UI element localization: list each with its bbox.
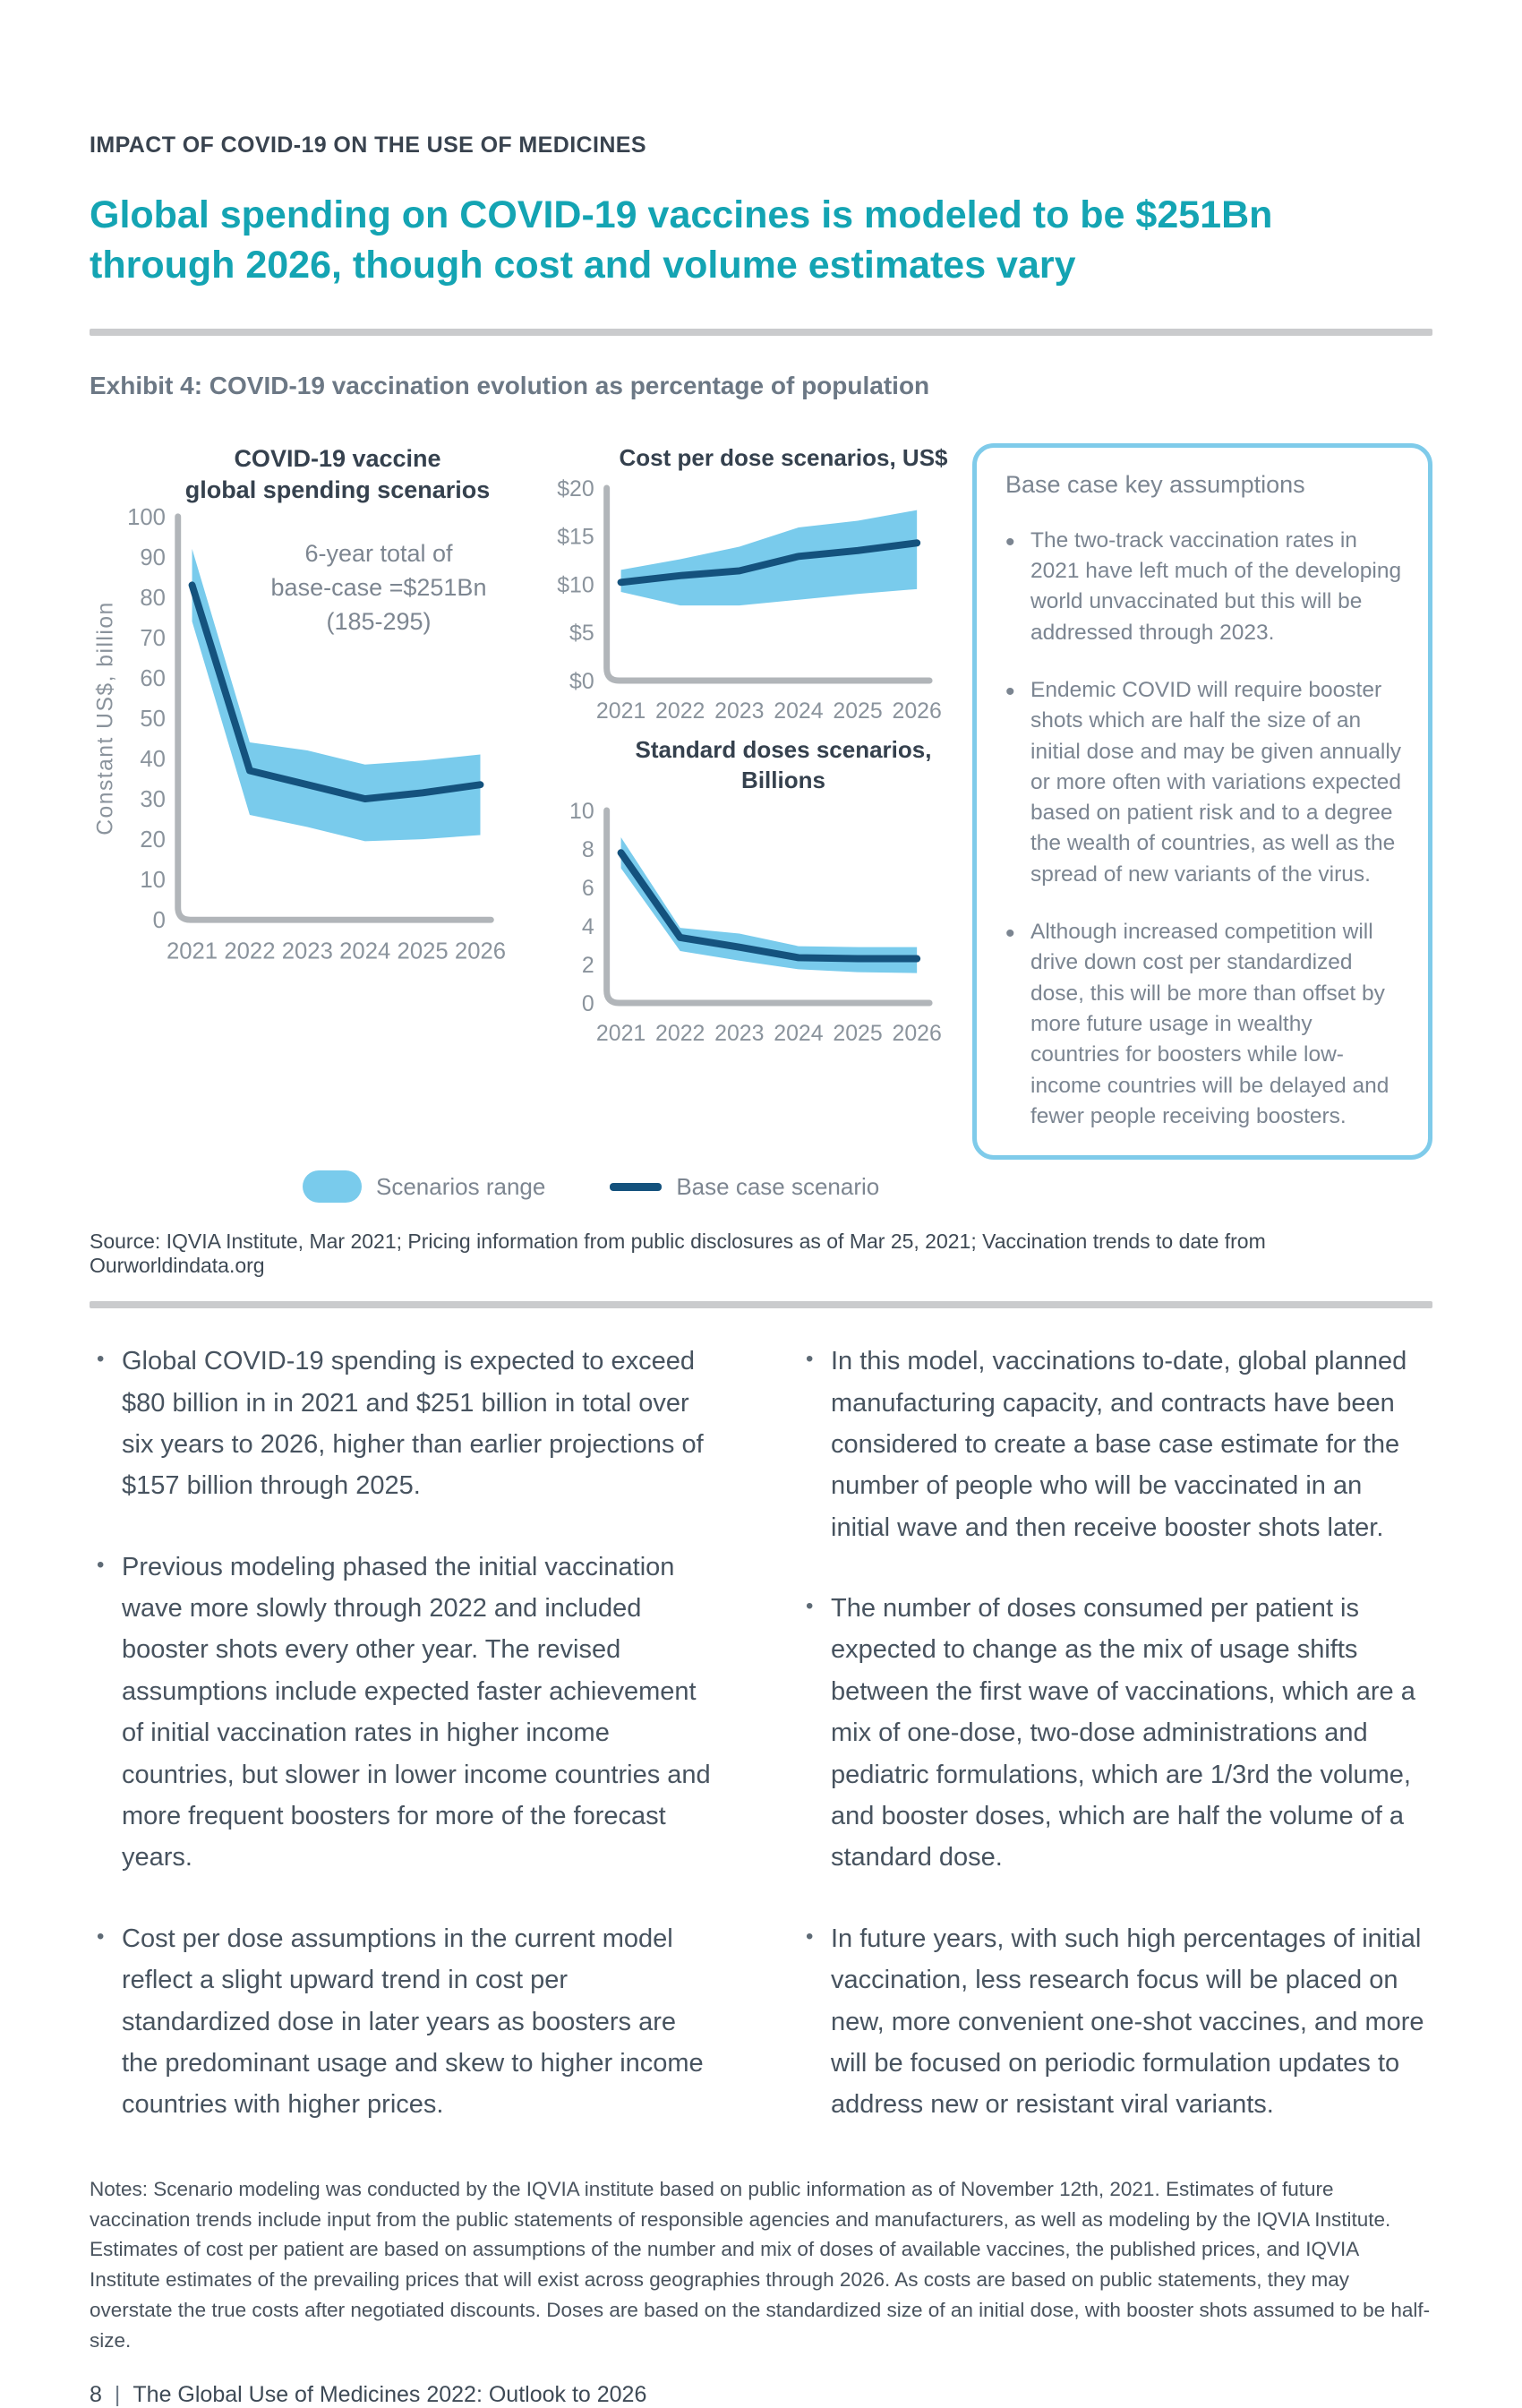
svg-text:2022: 2022: [224, 939, 275, 964]
assumptions-list: The two-track vaccination rates in 2021 …: [1005, 524, 1403, 1132]
doses-chart-title: Standard doses scenarios, Billions: [635, 736, 932, 794]
svg-text:20: 20: [140, 827, 166, 853]
base-case-line-swatch-icon: [610, 1182, 663, 1191]
body-bullet: In future years, with such high percenta…: [804, 1918, 1427, 2126]
page-number: 8: [90, 2382, 102, 2408]
svg-text:2024: 2024: [774, 1021, 824, 1046]
right-column: In this model, vaccinations to-date, glo…: [804, 1341, 1427, 2165]
svg-text:Constant US$, billion: Constant US$, billion: [94, 601, 118, 836]
svg-text:$15: $15: [557, 524, 594, 549]
svg-text:2023: 2023: [714, 698, 764, 723]
section-kicker: IMPACT OF COVID-19 ON THE USE OF MEDICIN…: [90, 133, 646, 158]
svg-text:2022: 2022: [655, 698, 705, 723]
svg-text:2023: 2023: [714, 1021, 764, 1046]
svg-text:2023: 2023: [282, 939, 333, 964]
body-columns: Global COVID-19 spending is expected to …: [90, 1341, 1432, 2165]
body-bullet: The number of doses consumed per patient…: [804, 1588, 1427, 1879]
body-bullet: Previous modeling phased the initial vac…: [95, 1547, 718, 1879]
svg-text:100: 100: [127, 505, 166, 530]
body-bullet: In this model, vaccinations to-date, glo…: [804, 1341, 1427, 1548]
standard-doses-chart: Standard doses scenarios, Billions 0 2 4 6 8…: [534, 735, 953, 1058]
left-column: Global COVID-19 spending is expected to …: [95, 1341, 718, 2165]
svg-text:2025: 2025: [833, 1021, 882, 1046]
svg-text:60: 60: [140, 666, 166, 691]
legend-scenarios-range: Scenarios range: [303, 1170, 545, 1204]
svg-text:6: 6: [582, 876, 594, 901]
svg-text:2024: 2024: [774, 698, 824, 723]
svg-text:2026: 2026: [892, 1021, 941, 1046]
svg-text:30: 30: [140, 787, 166, 812]
page-title: Global spending on COVID-19 vaccines is …: [90, 193, 1273, 287]
exhibit-4: COVID-19 vaccine global spending scenari…: [90, 442, 1432, 1204]
page-footer: 8 | The Global Use of Medicines 2022: Ou…: [90, 2382, 1432, 2408]
assumption-item: The two-track vaccination rates in 2021 …: [1005, 524, 1403, 648]
charts-row: COVID-19 vaccine global spending scenari…: [90, 442, 1432, 1161]
svg-text:10: 10: [569, 799, 594, 824]
svg-text:10: 10: [140, 868, 166, 893]
svg-text:90: 90: [140, 545, 166, 570]
spending-scenarios-chart: COVID-19 vaccine global spending scenari…: [90, 443, 514, 1160]
body-bullet: Global COVID-19 spending is expected to …: [95, 1341, 718, 1507]
svg-text:2026: 2026: [455, 939, 506, 964]
svg-text:4: 4: [582, 914, 594, 939]
svg-text:80: 80: [140, 586, 166, 611]
cost-chart-plot: $0 $5 $10 $15 $20 2021 2022 2023 2024 2025 2026: [534, 476, 953, 736]
doses-chart-plot: 0 2 4 6 8 10 2021 2022 2023 2024 2025 2026: [534, 798, 953, 1058]
svg-text:2021: 2021: [167, 939, 218, 964]
svg-text:$5: $5: [569, 621, 594, 646]
svg-text:2021: 2021: [596, 698, 646, 723]
assumptions-title: Base case key assumptions: [1005, 470, 1305, 498]
svg-text:$0: $0: [569, 669, 594, 694]
scenarios-range-swatch-icon: [303, 1170, 362, 1204]
source-divider: [90, 1301, 1432, 1309]
svg-text:50: 50: [140, 707, 166, 732]
middle-charts-column: Cost per dose scenarios, US$ $0 $5 $10 $15 $…: [534, 443, 953, 1160]
svg-text:2021: 2021: [596, 1021, 646, 1046]
exhibit-title: Exhibit 4: COVID-19 vaccination evolutio…: [90, 371, 930, 399]
spending-chart-title: COVID-19 vaccine global spending scenari…: [184, 444, 491, 503]
svg-text:2025: 2025: [398, 939, 449, 964]
svg-text:2: 2: [582, 953, 594, 978]
notes-paragraph: Notes: Scenario modeling was conducted b…: [90, 2177, 1431, 2352]
body-bullet: Cost per dose assumptions in the current…: [95, 1918, 718, 2126]
footer-title: The Global Use of Medicines 2022: Outloo…: [133, 2382, 647, 2408]
svg-text:0: 0: [153, 908, 166, 933]
svg-text:2022: 2022: [655, 1021, 705, 1046]
svg-text:2024: 2024: [339, 939, 390, 964]
assumptions-box: Base case key assumptions The two-track …: [972, 442, 1432, 1161]
title-divider: [90, 328, 1432, 336]
cost-chart-title: Cost per dose scenarios, US$: [619, 443, 948, 471]
footer-separator: |: [114, 2382, 121, 2408]
spending-chart-plot: 0 10 20 30 40 50 60 70 80 90 100 2021 2022 2023 2024 20…: [90, 505, 514, 983]
svg-text:2025: 2025: [833, 698, 882, 723]
legend-base-case: Base case scenario: [610, 1173, 879, 1201]
cost-per-dose-chart: Cost per dose scenarios, US$ $0 $5 $10 $15 $…: [534, 443, 953, 736]
assumption-item: Although increased competition will driv…: [1005, 915, 1403, 1132]
assumption-item: Endemic COVID will require booster shots…: [1005, 673, 1403, 890]
svg-text:2026: 2026: [892, 698, 941, 723]
svg-text:$20: $20: [557, 476, 594, 501]
source-line: Source: IQVIA Institute, Mar 2021; Prici…: [90, 1230, 1266, 1278]
svg-text:0: 0: [582, 991, 594, 1016]
chart-legend: Scenarios range Base case scenario: [303, 1170, 1432, 1204]
svg-text:40: 40: [140, 747, 166, 772]
svg-text:$10: $10: [557, 572, 594, 597]
svg-text:70: 70: [140, 626, 166, 651]
spending-chart-annotation: 6-year total of base-case =$251Bn (185-2…: [270, 539, 487, 636]
svg-text:8: 8: [582, 837, 594, 862]
